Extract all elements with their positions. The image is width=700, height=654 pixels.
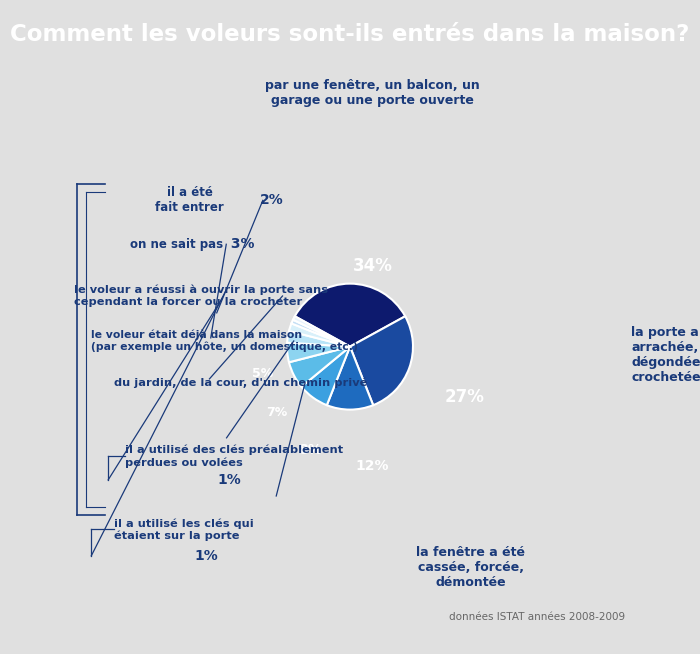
Wedge shape bbox=[289, 347, 350, 387]
Text: il a utilisé des clés préalablement
perdues ou volées: il a utilisé des clés préalablement perd… bbox=[125, 445, 343, 468]
Wedge shape bbox=[287, 331, 350, 347]
Text: 1%: 1% bbox=[195, 549, 218, 563]
Text: le voleur a réussi à ouvrir la porte sans
cependant la forcer ou la crocheter: le voleur a réussi à ouvrir la porte san… bbox=[74, 285, 328, 307]
Text: le voleur était déjà dans la maison
(par exemple un hôte, un domestique, etc.): le voleur était déjà dans la maison (par… bbox=[91, 330, 358, 353]
Wedge shape bbox=[287, 343, 350, 362]
Text: 34%: 34% bbox=[353, 257, 393, 275]
Text: Comment les voleurs sont-ils entrés dans la maison?: Comment les voleurs sont-ils entrés dans… bbox=[10, 23, 690, 46]
Text: données ISTAT années 2008-2009: données ISTAT années 2008-2009 bbox=[449, 612, 626, 622]
Text: 27%: 27% bbox=[444, 388, 484, 405]
Text: il a utilisé les clés qui
étaient sur la porte: il a utilisé les clés qui étaient sur la… bbox=[114, 518, 253, 541]
Text: 8%: 8% bbox=[298, 443, 321, 457]
Wedge shape bbox=[295, 284, 405, 347]
Wedge shape bbox=[289, 324, 350, 347]
Text: la porte a été
arrachée,
dégondée,
crochetée: la porte a été arrachée, dégondée, croch… bbox=[631, 326, 700, 384]
Wedge shape bbox=[293, 317, 350, 347]
Text: par une fenêtre, un balcon, un
garage ou une porte ouverte: par une fenêtre, un balcon, un garage ou… bbox=[265, 80, 480, 107]
Text: la fenêtre a été
cassée, forcée,
démontée: la fenêtre a été cassée, forcée, démonté… bbox=[416, 546, 526, 589]
Text: 7%: 7% bbox=[267, 405, 288, 419]
Text: 12%: 12% bbox=[356, 459, 389, 473]
Text: 1%: 1% bbox=[217, 473, 241, 487]
Text: il a été
fait entrer: il a été fait entrer bbox=[155, 186, 224, 215]
Text: du jardin, de la cour, d'un chemin privé: du jardin, de la cour, d'un chemin privé bbox=[114, 378, 368, 388]
Wedge shape bbox=[327, 347, 373, 409]
Text: 3%: 3% bbox=[226, 237, 255, 251]
Text: on ne sait pas: on ne sait pas bbox=[130, 238, 223, 250]
Text: 2%: 2% bbox=[260, 194, 284, 207]
Wedge shape bbox=[350, 317, 413, 405]
Wedge shape bbox=[302, 347, 350, 405]
Text: 5%: 5% bbox=[252, 368, 274, 381]
Wedge shape bbox=[291, 320, 350, 347]
